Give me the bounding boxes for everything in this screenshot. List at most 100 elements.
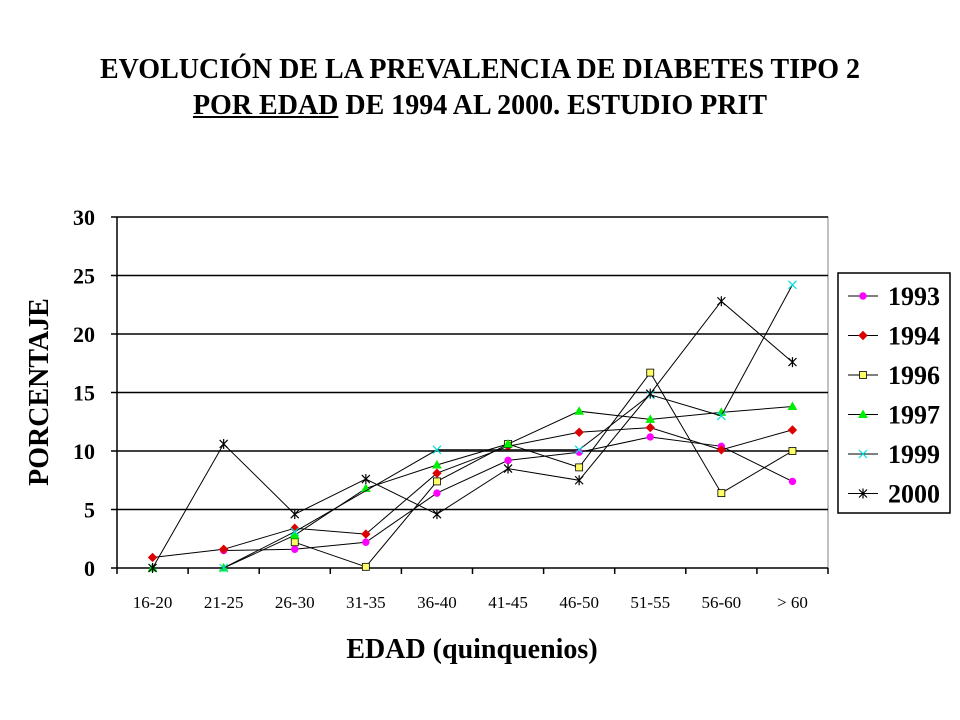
series-line-1996 [294, 371, 793, 568]
y-tick-label-15: 15 [73, 381, 95, 406]
point-1996-31-35 [361, 562, 370, 571]
x-tick-label-16-20: 16-20 [133, 593, 173, 612]
legend: 1993 1994 1996 1997 1999 2000 [848, 282, 940, 509]
series-1997 [147, 401, 798, 572]
point-1997-46-50 [574, 406, 585, 415]
legend-marker-1996 [859, 371, 867, 379]
point-1993-26-30 [291, 545, 299, 553]
title-line-1: EVOLUCIÓN DE LA PREVALENCIA DE DIABETES … [99, 54, 861, 85]
legend-label-1996: 1996 [888, 361, 940, 390]
y-ticks: 0 5 10 15 20 25 30 [73, 205, 117, 581]
point-1996--60 [788, 447, 797, 455]
x-tick-label-21-25: 21-25 [204, 593, 244, 612]
y-tick-label-0: 0 [84, 556, 95, 581]
x-tick-label-36-40: 36-40 [417, 593, 457, 612]
series-line-1997 [152, 406, 793, 569]
point-1994-31-35 [361, 529, 371, 539]
point-1994-36-40 [432, 468, 442, 478]
legend-label-1993: 1993 [888, 282, 940, 311]
point-2000-31-35 [361, 474, 371, 485]
point-1994-16-20 [147, 552, 158, 563]
point-1996-51-55 [646, 368, 655, 377]
y-axis-label: PORCENTAJE [24, 298, 55, 486]
legend-label-2000: 2000 [888, 480, 940, 509]
series-1996 [290, 368, 797, 571]
series-line-1994 [152, 427, 793, 558]
legend-marker-2000 [858, 488, 868, 499]
point-1996-46-50 [575, 463, 584, 472]
title-line-2: POR EDAD DE 1994 AL 2000. ESTUDIO PRIT [0, 88, 960, 124]
point-2000-21-25 [219, 438, 229, 449]
point-1999-46-50 [574, 445, 584, 455]
x-ticks: 16-20 21-25 26-30 31-35 36-40 41-45 46-50 51-55… [116, 568, 829, 612]
point-1996-36-40 [433, 477, 441, 486]
point-1993-31-35 [362, 538, 370, 546]
y-tick-label-20: 20 [73, 322, 95, 347]
point-1999-26-30 [290, 527, 300, 537]
point-2000-41-45 [503, 463, 513, 474]
y-tick-label-30: 30 [73, 205, 95, 230]
point-1997--60 [787, 401, 798, 411]
point-1999-21-25 [219, 563, 229, 573]
point-1993-51-55 [646, 433, 654, 441]
y-tick-label-10: 10 [73, 439, 95, 464]
x-axis-label: EDAD (quinquenios) [346, 634, 597, 665]
y-tick-label-25: 25 [73, 264, 95, 289]
legend-item-1994: 1994 [848, 322, 940, 351]
series-group [147, 280, 798, 573]
point-2000-46-50 [574, 475, 584, 486]
legend-label-1994: 1994 [888, 322, 940, 351]
point-1993-46-50 [575, 448, 583, 456]
point-1997-41-45 [503, 438, 513, 448]
point-1993--60 [788, 477, 797, 486]
point-1994-21-25 [218, 544, 229, 554]
y-tick-label-5: 5 [84, 498, 95, 523]
legend-marker-1997 [858, 409, 868, 418]
legend-marker-1999 [858, 449, 868, 459]
point-1993-36-40 [433, 489, 441, 497]
point-1996-56-60 [717, 489, 726, 498]
point-1997-51-55 [645, 414, 656, 423]
gridlines [117, 216, 828, 511]
legend-item-1997: 1997 [848, 401, 940, 430]
legend-item-1996: 1996 [848, 361, 940, 390]
point-1994-51-55 [645, 422, 655, 433]
series-2000 [148, 296, 797, 573]
point-2000-26-30 [290, 509, 300, 520]
x-tick-label-41-45: 41-45 [488, 593, 528, 612]
point-1999-56-60 [716, 411, 726, 421]
point-1999-36-40 [432, 445, 442, 455]
point-2000-51-55 [645, 388, 655, 399]
legend-item-1993: 1993 [848, 282, 940, 311]
legend-item-1999: 1999 [848, 440, 940, 469]
series-line-1999 [152, 284, 793, 569]
point-2000-56-60 [716, 296, 726, 307]
x-tick-label-56-60: 56-60 [702, 593, 742, 612]
legend-label-1999: 1999 [888, 440, 940, 469]
point-1996-26-30 [290, 538, 299, 547]
point-2000-16-20 [148, 563, 157, 573]
x-tick-label-26-30: 26-30 [275, 593, 315, 612]
point-1997-36-40 [432, 460, 442, 469]
point-2000-36-40 [432, 509, 442, 520]
legend-item-2000: 2000 [848, 480, 940, 509]
x-tick-label-51-55: 51-55 [630, 593, 670, 612]
title-underlined-part: POR EDAD [192, 90, 339, 121]
x-tick-label--60: > 60 [777, 593, 808, 612]
point-1994-56-60 [716, 445, 727, 455]
legend-marker-1993 [859, 292, 867, 300]
legend-marker-1994 [858, 330, 868, 341]
chart-title: EVOLUCIÓN DE LA PREVALENCIA DE DIABETES … [0, 52, 960, 124]
legend-label-1997: 1997 [888, 401, 940, 430]
point-1993-41-45 [504, 456, 512, 465]
title-rest: DE 1994 AL 2000. ESTUDIO PRIT [338, 90, 768, 121]
point-1997-26-30 [289, 530, 300, 539]
series-line-2000 [152, 300, 793, 569]
legend-box [837, 272, 951, 514]
x-tick-label-31-35: 31-35 [346, 593, 386, 612]
x-tick-label-46-50: 46-50 [559, 593, 599, 612]
point-1994--60 [787, 425, 798, 435]
point-1994-46-50 [574, 427, 584, 437]
point-1999--60 [788, 280, 797, 290]
